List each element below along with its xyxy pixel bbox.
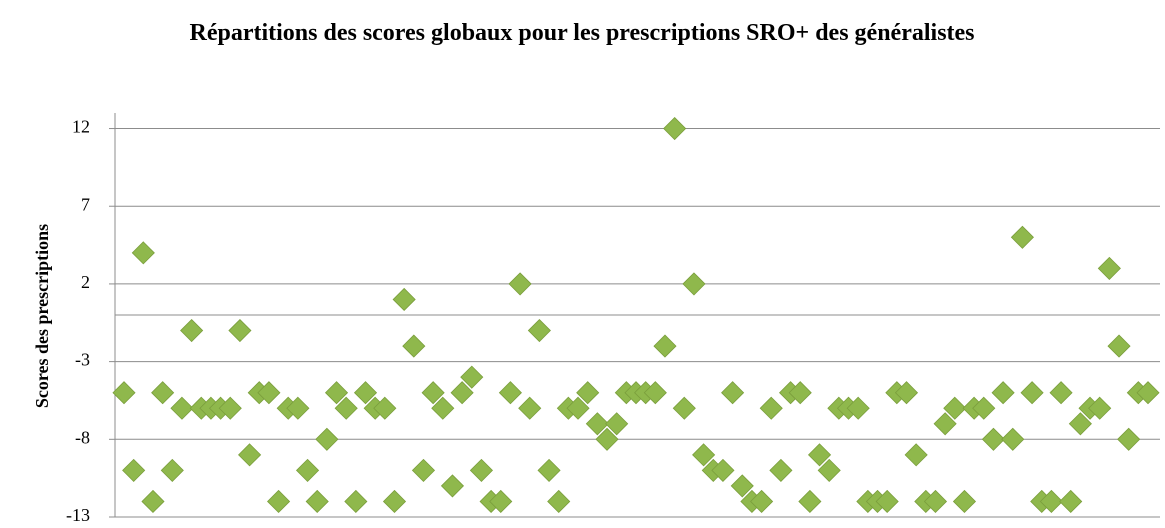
point — [440, 474, 465, 498]
point — [421, 381, 445, 405]
point — [1088, 396, 1112, 420]
point — [1020, 381, 1044, 405]
point — [392, 287, 416, 312]
point — [1097, 256, 1121, 280]
point — [382, 489, 407, 514]
point — [267, 489, 291, 514]
point — [238, 443, 262, 467]
point — [750, 489, 774, 514]
point — [769, 458, 793, 482]
point — [547, 489, 571, 514]
point — [1039, 489, 1063, 514]
point — [672, 396, 696, 420]
y-tick-label: 7 — [81, 194, 90, 214]
point — [141, 489, 165, 514]
point — [305, 489, 329, 514]
point — [605, 412, 629, 436]
point — [981, 427, 1005, 451]
point — [566, 396, 590, 420]
point — [228, 318, 252, 343]
point — [798, 489, 822, 514]
point — [1049, 381, 1073, 405]
point — [218, 396, 242, 420]
point — [846, 396, 870, 420]
point — [875, 489, 899, 514]
point — [518, 396, 542, 420]
point — [257, 381, 281, 405]
point — [112, 381, 136, 405]
point — [904, 443, 928, 467]
y-tick-label: -13 — [66, 505, 90, 525]
point — [692, 443, 716, 467]
point — [576, 381, 600, 405]
point — [923, 489, 948, 514]
point — [122, 458, 146, 482]
point — [373, 396, 397, 420]
point — [894, 381, 919, 405]
point — [1136, 381, 1160, 405]
y-tick-label: 2 — [81, 272, 90, 292]
point — [353, 381, 378, 405]
point — [972, 396, 996, 420]
point — [663, 116, 687, 141]
point — [180, 318, 204, 343]
point — [991, 381, 1015, 405]
point — [460, 365, 484, 389]
point — [160, 458, 184, 482]
point — [1010, 225, 1034, 249]
point — [730, 474, 754, 498]
point — [807, 443, 832, 467]
point — [1117, 427, 1141, 451]
point — [286, 396, 310, 420]
point — [151, 381, 175, 405]
point — [595, 427, 619, 451]
point — [170, 396, 194, 420]
point — [1107, 334, 1131, 358]
point — [334, 396, 358, 420]
point — [489, 489, 513, 514]
point — [295, 458, 320, 482]
point — [498, 381, 522, 405]
point — [759, 396, 783, 420]
point — [817, 458, 841, 482]
point — [315, 427, 339, 451]
point — [537, 458, 561, 482]
point — [527, 318, 551, 343]
point — [508, 272, 532, 296]
point — [585, 412, 609, 436]
point — [1059, 489, 1083, 514]
point — [450, 381, 474, 405]
point — [711, 458, 735, 482]
point — [431, 396, 455, 420]
point — [1001, 427, 1025, 451]
point — [933, 412, 957, 436]
point — [643, 381, 667, 405]
point — [952, 489, 977, 514]
point — [721, 381, 745, 405]
point — [1068, 412, 1092, 436]
y-tick-label: 12 — [72, 117, 90, 137]
point — [943, 396, 967, 420]
y-tick-label: -3 — [75, 350, 90, 370]
point — [344, 489, 368, 514]
point — [324, 381, 349, 405]
point — [788, 381, 812, 405]
y-tick-label: -8 — [75, 427, 90, 447]
point — [653, 334, 677, 358]
point — [402, 334, 426, 358]
point — [411, 458, 436, 482]
point — [469, 458, 493, 482]
y-axis-label: Scores des prescriptions — [32, 224, 52, 408]
chart-title: Répartitions des scores globaux pour les… — [189, 20, 975, 46]
point — [682, 272, 706, 296]
point — [131, 241, 155, 265]
